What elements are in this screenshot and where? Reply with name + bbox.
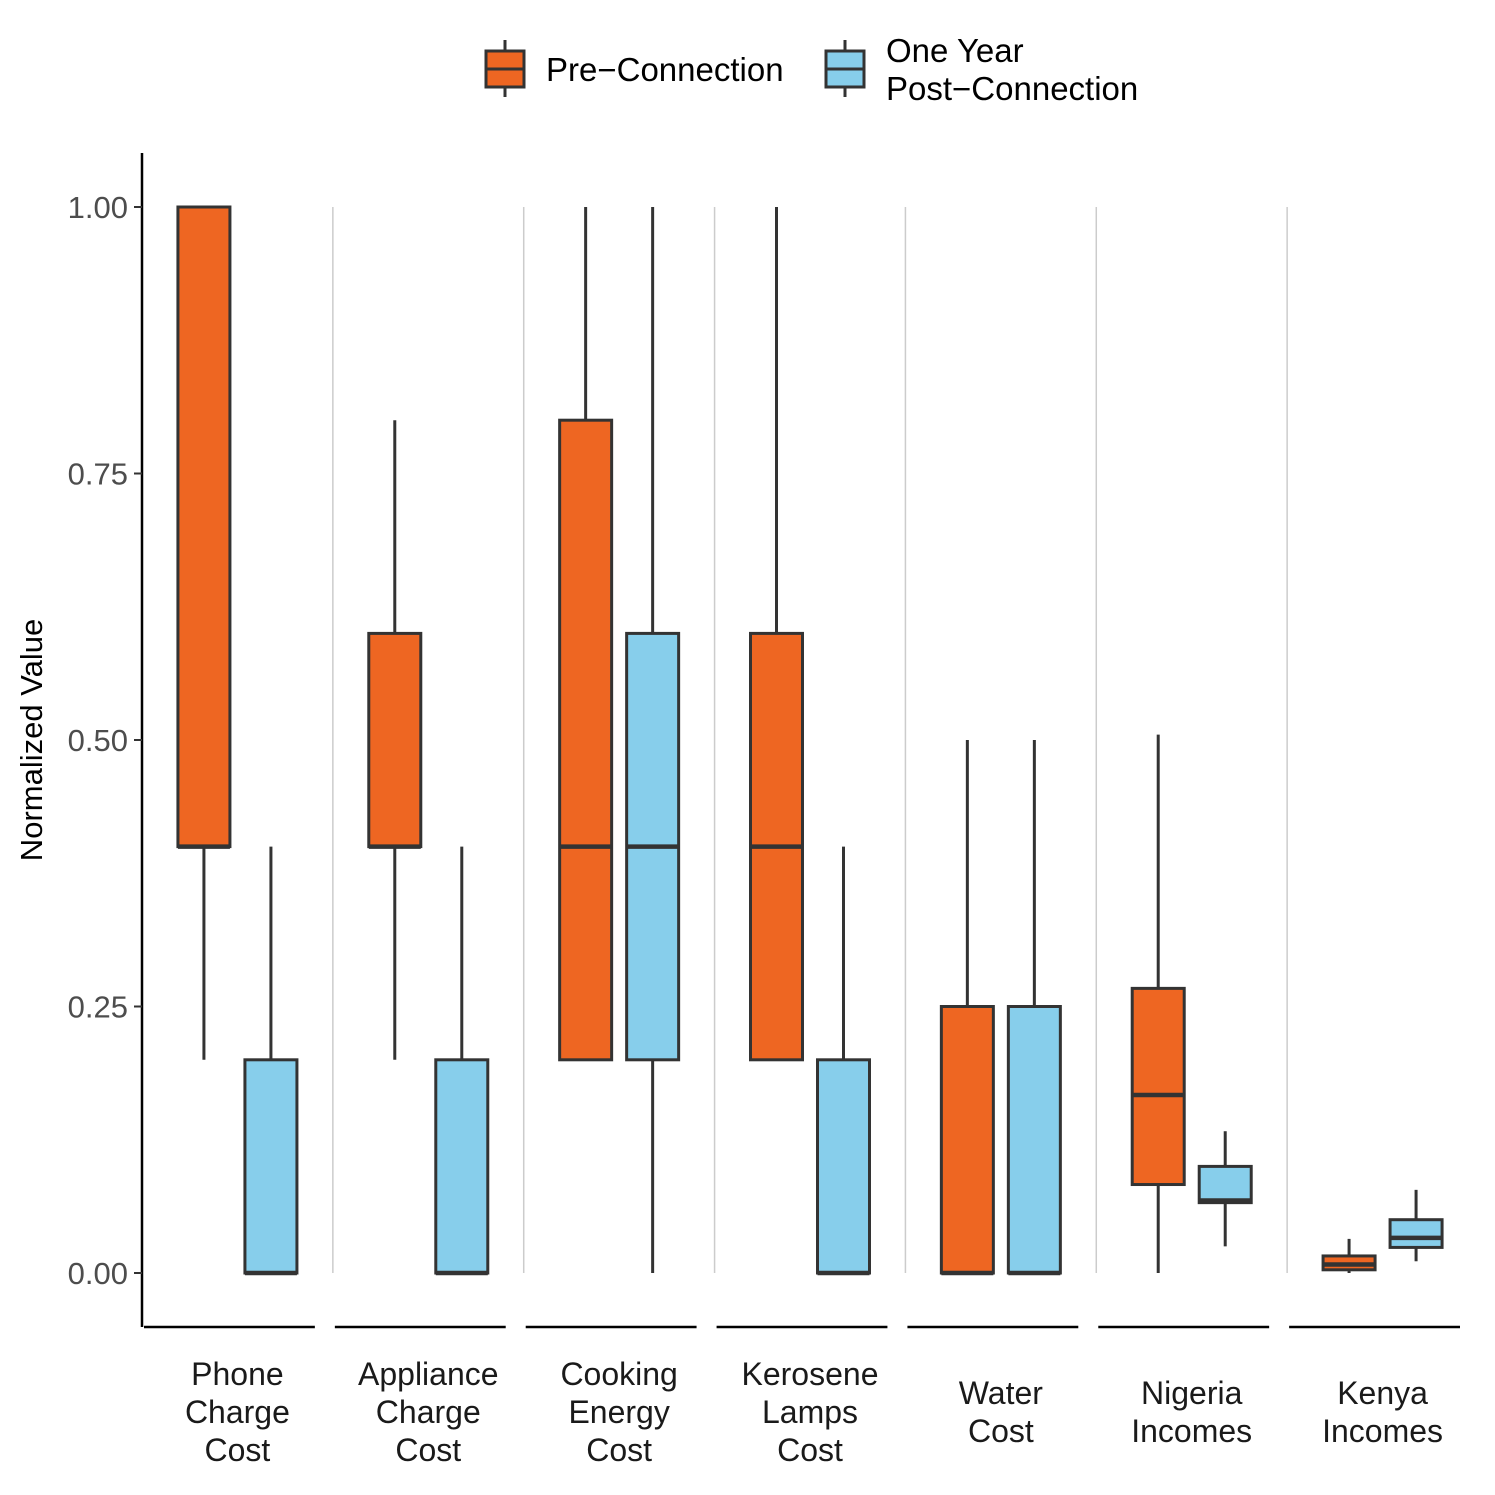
box-body bbox=[1006, 1005, 1062, 1275]
y-tick-label: 0.25 bbox=[68, 990, 128, 1025]
legend-label: Post−Connection bbox=[886, 70, 1138, 107]
y-tick-label: 0.50 bbox=[68, 723, 128, 758]
box-body bbox=[367, 631, 423, 849]
x-category-label: Cost bbox=[586, 1432, 652, 1468]
box-4-series-1 bbox=[1006, 740, 1062, 1276]
box-3-series-0 bbox=[749, 207, 804, 1062]
x-category-label: Nigeria bbox=[1141, 1375, 1243, 1411]
legend-key-0 bbox=[484, 40, 526, 97]
legend-label: Pre−Connection bbox=[546, 51, 784, 88]
box-body bbox=[816, 1058, 871, 1275]
box-body bbox=[1388, 1218, 1444, 1249]
legend-label: One Year bbox=[886, 32, 1024, 69]
box-body bbox=[434, 1058, 490, 1275]
box-0-series-1 bbox=[243, 846, 299, 1276]
box-1-series-1 bbox=[434, 846, 490, 1276]
y-tick-label: 0.00 bbox=[68, 1256, 128, 1291]
x-category-label: Charge bbox=[185, 1394, 290, 1430]
x-category-label: Phone bbox=[191, 1356, 284, 1392]
x-category-label: Cooking bbox=[560, 1356, 677, 1392]
x-category-label: Charge bbox=[376, 1394, 481, 1430]
x-category-label: Incomes bbox=[1131, 1413, 1252, 1449]
box-body bbox=[939, 1005, 995, 1275]
box-6-series-0 bbox=[1321, 1238, 1377, 1273]
category-separators bbox=[332, 207, 1288, 1273]
y-tick-label: 1.00 bbox=[68, 190, 128, 225]
x-category-label: Cost bbox=[395, 1432, 461, 1468]
plot-area bbox=[176, 205, 1444, 1276]
box-4-series-0 bbox=[939, 740, 995, 1276]
box-2-series-0 bbox=[558, 207, 614, 1062]
axes: 0.000.250.500.751.00PhoneChargeCostAppli… bbox=[68, 153, 1460, 1468]
box-body bbox=[176, 205, 232, 849]
box-5-series-1 bbox=[1197, 1131, 1253, 1247]
box-body bbox=[558, 418, 614, 1062]
x-category-label: Kenya bbox=[1337, 1375, 1428, 1411]
x-category-label: Appliance bbox=[358, 1356, 499, 1392]
x-category-label: Lamps bbox=[762, 1394, 858, 1430]
y-axis-title: Normalized Value bbox=[14, 619, 49, 861]
x-category-label: Cost bbox=[968, 1413, 1034, 1449]
box-0-series-0 bbox=[176, 205, 232, 1060]
y-tick-label: 0.75 bbox=[68, 457, 128, 492]
box-5-series-0 bbox=[1130, 734, 1186, 1273]
x-category-label: Water bbox=[959, 1375, 1044, 1411]
box-body bbox=[1130, 986, 1186, 1187]
x-category-label: Cost bbox=[205, 1432, 271, 1468]
box-6-series-1 bbox=[1388, 1189, 1444, 1262]
x-category-label: Kerosene bbox=[742, 1356, 879, 1392]
x-category-label: Cost bbox=[777, 1432, 843, 1468]
box-body bbox=[1197, 1164, 1253, 1205]
legend-key-1 bbox=[824, 40, 866, 97]
x-category-label: Incomes bbox=[1322, 1413, 1443, 1449]
box-3-series-1 bbox=[816, 846, 871, 1276]
box-2-series-1 bbox=[625, 207, 681, 1273]
x-category-label: Energy bbox=[568, 1394, 669, 1430]
box-body bbox=[243, 1058, 299, 1275]
box-1-series-0 bbox=[367, 420, 423, 1060]
